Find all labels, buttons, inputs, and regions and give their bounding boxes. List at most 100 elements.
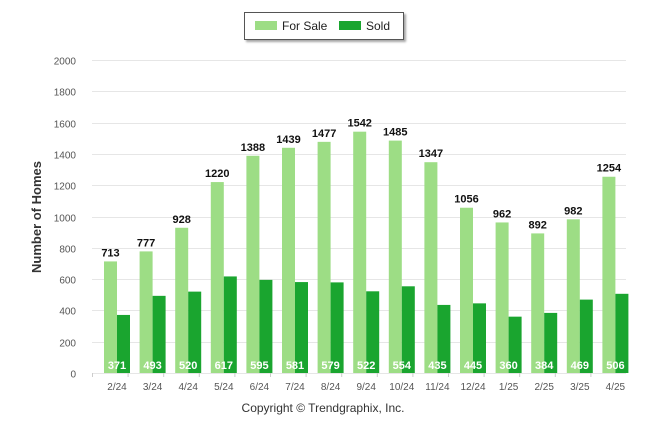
bar-for-sale[interactable] <box>246 155 260 373</box>
legend-label-for-sale: For Sale <box>282 19 328 33</box>
y-tick-label: 1600 <box>54 120 77 131</box>
y-tick-label: 0 <box>70 370 76 381</box>
data-label-sold: 360 <box>499 360 517 372</box>
bar-for-sale[interactable] <box>353 131 367 373</box>
x-tick-label: 9/24 <box>356 382 376 393</box>
y-tick-label: 200 <box>59 339 76 350</box>
data-label-sold: 445 <box>464 360 482 372</box>
bar-sold[interactable] <box>473 303 486 373</box>
legend-item-for-sale[interactable]: For Sale <box>255 19 327 33</box>
x-tick-label: 6/24 <box>250 382 270 393</box>
bar-for-sale[interactable] <box>566 219 580 373</box>
data-label-sold: 581 <box>286 360 304 372</box>
x-tick-label: 3/24 <box>143 382 163 393</box>
bar-sold[interactable] <box>508 316 522 373</box>
x-tick-label: 4/25 <box>606 382 626 393</box>
data-label-for-sale: 1477 <box>312 128 336 140</box>
data-label-for-sale: 1056 <box>454 194 478 206</box>
y-tick-label: 600 <box>59 276 76 287</box>
data-label-sold: 554 <box>393 360 412 372</box>
y-tick-label: 2000 <box>54 57 77 68</box>
bar-for-sale[interactable] <box>139 251 153 373</box>
y-tick-label: 1200 <box>54 182 77 193</box>
data-label-for-sale: 1485 <box>383 127 407 139</box>
data-label-for-sale: 1388 <box>241 142 265 154</box>
y-tick-label: 1000 <box>54 214 77 225</box>
data-label-for-sale: 1220 <box>205 168 229 180</box>
bar-for-sale[interactable] <box>104 261 117 373</box>
data-label-for-sale: 962 <box>493 208 511 220</box>
x-tick-label: 7/24 <box>285 382 305 393</box>
data-label-for-sale: 982 <box>564 205 582 217</box>
data-label-for-sale: 1347 <box>419 148 443 160</box>
data-label-sold: 371 <box>108 360 126 372</box>
data-label-sold: 595 <box>250 360 268 372</box>
bar-sold[interactable] <box>401 286 415 373</box>
x-tick-label: 1/25 <box>499 382 519 393</box>
data-label-for-sale: 1254 <box>597 163 622 175</box>
y-tick-label: 1400 <box>54 151 77 162</box>
data-label-for-sale: 777 <box>137 237 155 249</box>
bar-sold[interactable] <box>259 279 273 373</box>
bar-sold[interactable] <box>152 295 166 373</box>
data-label-sold: 579 <box>321 360 339 372</box>
bar-for-sale[interactable] <box>388 140 402 373</box>
data-label-sold: 520 <box>179 360 197 372</box>
legend-item-sold[interactable]: Sold <box>339 19 390 33</box>
bar-sold[interactable] <box>223 276 237 373</box>
data-label-sold: 522 <box>357 360 375 372</box>
bar-sold[interactable] <box>579 299 593 373</box>
x-tick-label: 11/24 <box>425 382 450 393</box>
y-axis-label: Number of Homes <box>29 161 44 273</box>
bar-for-sale[interactable] <box>210 182 224 373</box>
legend: For Sale Sold <box>244 12 404 40</box>
bar-sold[interactable] <box>615 293 629 373</box>
data-label-sold: 506 <box>606 360 624 372</box>
data-label-sold: 617 <box>215 360 233 372</box>
x-axis-ticks: 2/24 3/24 4/24 5/24 6/24 7/24 8/24 9/24 10/24 11/… <box>92 373 626 393</box>
x-tick-label: 10/24 <box>389 382 414 393</box>
bar-for-sale[interactable] <box>282 147 295 373</box>
legend-swatch-sold <box>339 21 361 31</box>
x-tick-label: 2/25 <box>534 382 554 393</box>
data-label-for-sale: 892 <box>529 219 547 231</box>
bar-for-sale[interactable] <box>175 227 189 373</box>
x-tick-label: 12/24 <box>460 382 485 393</box>
data-label-for-sale: 1439 <box>276 134 300 146</box>
x-tick-label: 5/24 <box>214 382 234 393</box>
bar-for-sale[interactable] <box>495 222 509 373</box>
bar-for-sale[interactable] <box>602 176 616 373</box>
bar-sold[interactable] <box>330 282 344 373</box>
bar-sold[interactable] <box>188 291 202 373</box>
copyright-text: Copyright © Trendgraphix, Inc. <box>241 401 405 415</box>
bar-for-sale[interactable] <box>531 233 545 373</box>
data-label-sold: 384 <box>535 360 554 372</box>
y-tick-label: 800 <box>59 245 76 256</box>
x-tick-label: 4/24 <box>178 382 198 393</box>
bar-sold[interactable] <box>117 314 130 373</box>
bar-for-sale[interactable] <box>317 141 331 373</box>
legend-swatch-for-sale <box>255 21 277 31</box>
bar-sold[interactable] <box>366 291 380 373</box>
y-tick-label: 400 <box>59 307 76 318</box>
data-label-for-sale: 713 <box>101 247 119 259</box>
data-label-for-sale: 1542 <box>347 118 371 130</box>
x-tick-label: 3/25 <box>570 382 590 393</box>
data-label-sold: 493 <box>143 360 161 372</box>
data-label-for-sale: 928 <box>173 214 191 226</box>
bar-sold[interactable] <box>295 282 308 373</box>
bar-for-sale[interactable] <box>460 207 473 373</box>
x-tick-label: 2/24 <box>107 382 127 393</box>
y-axis-ticks: 0 200 400 600 800 1000 1200 1400 1600 1800 2000 <box>54 57 77 381</box>
bar-sold[interactable] <box>437 304 451 373</box>
legend-label-sold: Sold <box>366 19 391 33</box>
data-label-sold: 469 <box>571 360 589 372</box>
data-label-sold: 435 <box>428 360 446 372</box>
x-tick-label: 8/24 <box>321 382 341 393</box>
bars <box>104 131 629 373</box>
data-labels: 713 371 777 493 928 520 1220 617 1388 595 1439 581 1… <box>101 118 624 372</box>
bar-sold[interactable] <box>544 312 558 373</box>
bar-for-sale[interactable] <box>424 162 438 373</box>
y-tick-label: 1800 <box>54 88 77 99</box>
